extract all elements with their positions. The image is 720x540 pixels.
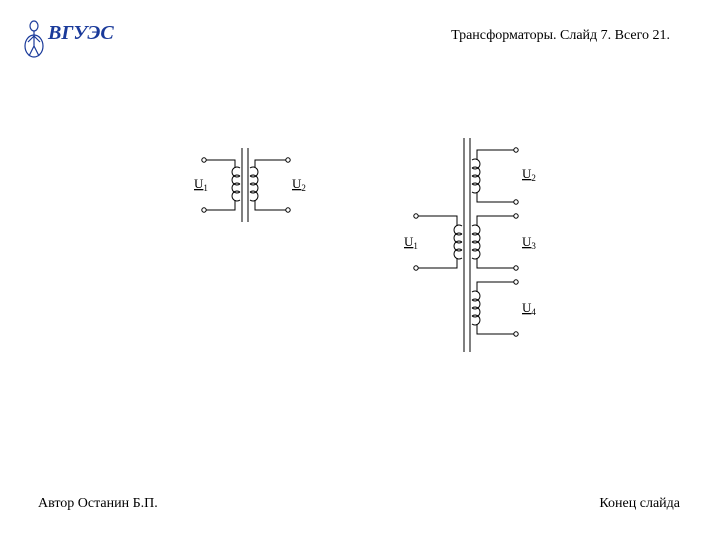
end-of-slide-label: Конец слайда: [599, 496, 680, 512]
transformer-right: U1 U2 U3 U4: [380, 130, 580, 360]
label-u1-left: U1: [194, 176, 208, 193]
author-label: Автор Останин Б.П.: [38, 496, 158, 512]
label-u4-right: U4: [522, 300, 536, 317]
logo-text: ВГУЭС: [48, 22, 114, 45]
slide-counter: Трансформаторы. Слайд 7. Всего 21.: [451, 28, 670, 44]
label-u3-right: U3: [522, 234, 536, 251]
label-u2-right: U2: [522, 166, 536, 183]
transformer-left: U1 U2: [170, 140, 320, 230]
label-u1-right: U1: [404, 234, 418, 251]
logo-icon: [22, 18, 46, 63]
label-u2-left: U2: [292, 176, 306, 193]
